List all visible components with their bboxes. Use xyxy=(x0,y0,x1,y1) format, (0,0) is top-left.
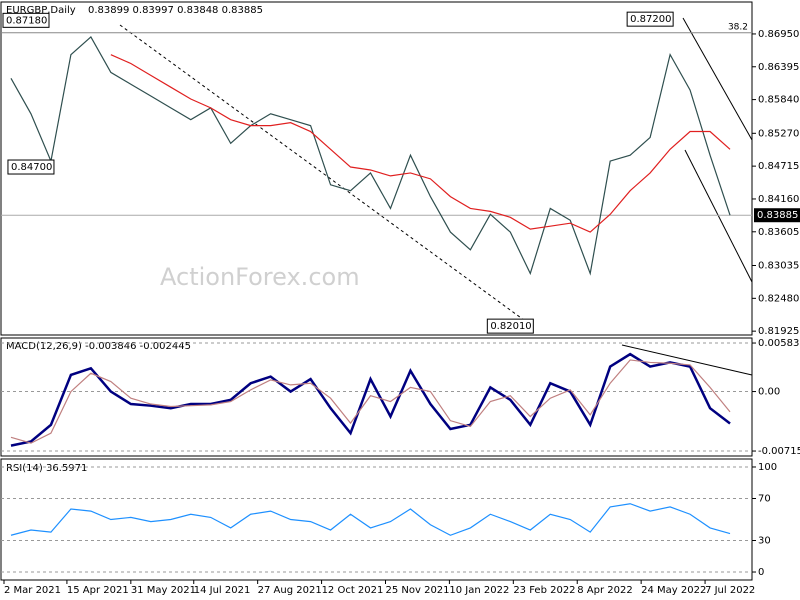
level-box xyxy=(626,11,674,27)
x-tick-label: 15 Apr 2021 xyxy=(67,585,129,596)
level-label: 0.84700 xyxy=(11,162,52,173)
level-box xyxy=(2,12,50,28)
current-price-box xyxy=(754,208,800,223)
y-tick-label: 0.84715 xyxy=(758,161,799,172)
level-label: 0.87200 xyxy=(630,14,671,25)
price-title: EURGBP,Daily xyxy=(6,5,76,16)
y-tick-label: 0.83605 xyxy=(758,227,799,238)
y-tick-label: 0.83035 xyxy=(758,261,799,272)
series-line xyxy=(110,54,731,233)
x-tick-label: 14 Jul 2021 xyxy=(194,585,251,596)
trend-line xyxy=(119,24,529,324)
rsi-panel xyxy=(0,458,753,581)
x-tick-label: 31 May 2021 xyxy=(131,585,196,596)
x-tick-label: 10 Jan 2022 xyxy=(449,585,509,596)
y-tick-label: 0.82480 xyxy=(758,293,799,304)
y-tick-label: 0.005835 xyxy=(758,338,800,349)
y-tick-label: 0.85270 xyxy=(758,128,799,139)
price-subtitle: 0.83899 0.83997 0.83848 0.83885 xyxy=(88,5,263,16)
y-tick-label: 0.00 xyxy=(758,387,780,398)
y-tick-label: 0.81925 xyxy=(758,326,799,337)
series-line xyxy=(10,359,731,444)
channel-line xyxy=(682,17,753,141)
fib-level-label: 38.2 xyxy=(728,22,748,32)
current-price-label: 0.83885 xyxy=(757,210,798,221)
y-tick-label: 0.84160 xyxy=(758,194,799,205)
series-line xyxy=(10,35,731,276)
price-panel xyxy=(0,1,753,336)
x-tick-label: 27 Aug 2021 xyxy=(258,585,322,596)
channel-line xyxy=(684,149,753,283)
y-tick-label: 30 xyxy=(758,536,771,547)
y-tick-label: 0 xyxy=(758,567,764,578)
x-tick-label: 24 May 2022 xyxy=(641,585,706,596)
macd-trend-line xyxy=(621,344,753,376)
level-box xyxy=(7,159,55,175)
x-tick-label: 23 Feb 2022 xyxy=(513,585,575,596)
level-label: 0.82010 xyxy=(490,321,531,332)
x-tick-label: 8 Apr 2022 xyxy=(577,585,632,596)
y-tick-label: 0.86395 xyxy=(758,62,799,73)
y-tick-label: 0.85840 xyxy=(758,95,799,106)
macd-title: MACD(12,26,9) -0.003846 -0.002445 xyxy=(6,341,191,352)
y-tick-label: -0.007153 xyxy=(758,446,800,457)
watermark: ActionForex.com xyxy=(160,263,360,291)
level-box xyxy=(486,318,534,334)
level-label: 0.87180 xyxy=(6,15,47,26)
x-tick-label: 2 Mar 2021 xyxy=(4,585,61,596)
y-tick-label: 70 xyxy=(758,493,771,504)
x-tick-label: 25 Nov 2021 xyxy=(385,585,449,596)
y-tick-label: 100 xyxy=(758,462,777,473)
series-line xyxy=(10,503,731,536)
x-tick-label: 12 Oct 2021 xyxy=(322,585,384,596)
series-line xyxy=(10,352,731,447)
y-tick-label: 0.86950 xyxy=(758,29,799,40)
rsi-title: RSI(14) 36.5971 xyxy=(6,463,87,474)
x-tick-label: 7 Jul 2022 xyxy=(705,585,755,596)
macd-panel xyxy=(0,337,753,457)
